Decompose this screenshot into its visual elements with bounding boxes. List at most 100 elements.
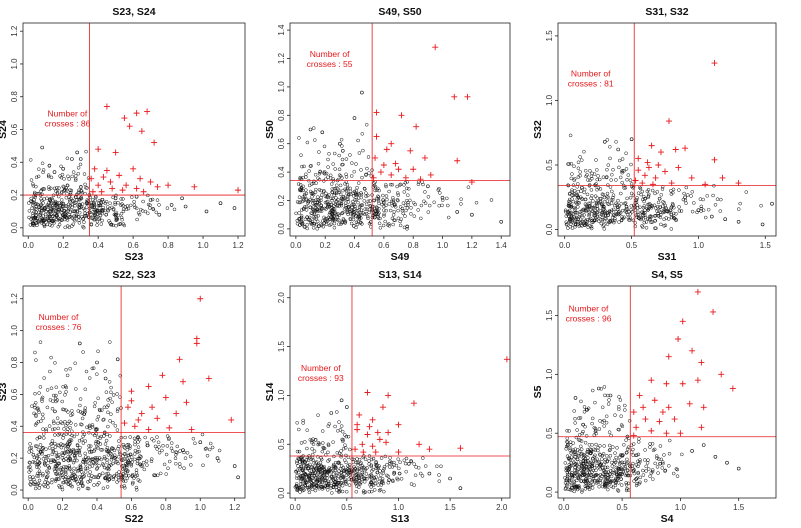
data-point [409,206,413,210]
cross-point [370,174,377,181]
data-point [97,473,101,477]
data-point [311,205,316,209]
cross-point [379,404,386,411]
data-point [626,173,631,177]
data-point [303,471,308,476]
data-point [60,456,65,460]
data-point [655,190,660,194]
y-tick-label: 1.2 [10,25,19,37]
data-point [609,210,613,214]
data-point [583,168,588,173]
data-point [81,441,86,445]
data-point [198,440,203,445]
data-point [620,208,625,213]
data-point [586,467,591,472]
data-point [601,175,606,179]
data-point [588,447,592,451]
data-point [581,422,586,427]
data-point [692,201,696,205]
data-point [40,161,45,166]
data-point [92,483,96,487]
data-point [31,211,35,216]
data-point [76,166,81,170]
data-point [572,164,576,169]
data-point [372,476,377,481]
data-point [62,188,67,192]
data-point [569,204,573,209]
data-point [575,487,580,492]
data-point [643,213,647,217]
data-point [123,486,127,490]
data-point [135,461,140,466]
data-point [50,427,55,432]
data-point [575,211,579,215]
data-point [87,447,91,452]
data-point [440,198,445,202]
data-point [67,478,71,482]
data-point [295,459,299,463]
data-point [344,157,349,161]
data-point [696,208,701,212]
data-point [329,222,333,227]
data-point [661,209,666,213]
data-point [409,212,413,216]
cross-point [364,431,371,438]
data-point [357,481,362,485]
cross-point [154,415,161,422]
data-point [137,449,141,454]
data-point [314,187,318,192]
data-point [401,201,406,205]
crosses-annotation-count: crosses : 93 [298,373,344,383]
data-point [97,463,101,468]
data-point [616,147,621,152]
data-point [595,480,600,484]
x-axis-label: S23 [125,251,144,263]
data-point [600,405,605,410]
data-point [108,451,112,455]
data-point [592,447,596,452]
data-point [129,462,133,466]
cross-point [666,118,673,125]
cross-point [702,181,709,188]
data-point [70,202,74,207]
data-point [646,194,651,198]
data-point [65,465,70,470]
data-point [652,214,657,218]
data-point [141,199,145,204]
data-point [362,476,366,481]
data-point [337,153,341,158]
data-point [609,474,614,479]
data-point [576,200,580,205]
x-tick-label: 1.0 [693,241,705,250]
crosses-annotation-label: Number of [310,49,350,59]
data-point [154,210,159,215]
data-point [437,473,441,477]
data-point [101,486,106,491]
data-point [669,227,674,231]
data-point [323,172,327,176]
data-point [81,217,85,221]
data-point [684,201,688,205]
data-point [83,466,88,471]
data-point [367,171,371,175]
data-point [359,208,364,212]
data-point [83,211,87,216]
data-point [301,418,305,423]
data-point [361,211,365,215]
data-point [346,197,350,201]
data-point [636,452,641,457]
data-point [574,193,578,197]
cross-point [632,177,639,184]
data-point [310,487,315,492]
data-point [134,485,139,490]
data-point [79,422,83,427]
data-point [570,220,575,224]
data-point [638,186,643,191]
data-point [333,475,338,480]
cross-point [119,187,126,194]
data-point [28,474,32,479]
data-point [317,171,322,176]
data-point [339,201,344,206]
data-point [88,444,93,448]
